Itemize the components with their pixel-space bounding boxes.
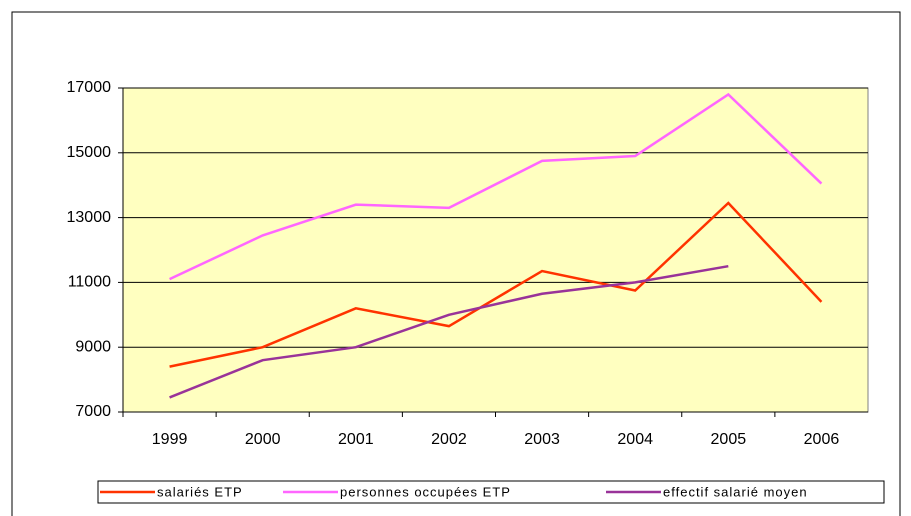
x-tick-label: 2005	[711, 431, 747, 448]
x-tick-label: 2006	[804, 431, 840, 448]
y-tick-label: 13000	[67, 209, 112, 226]
series-line	[169, 264, 729, 399]
x-tick-label: 1999	[152, 431, 188, 448]
y-tick-label: 11000	[68, 274, 111, 291]
x-tick-label: 2003	[524, 431, 560, 448]
legend-label: personnes occupées ETP	[340, 484, 511, 499]
x-tick-label: 2000	[245, 431, 281, 448]
x-tick-label: 2001	[338, 431, 374, 448]
series-line	[169, 201, 823, 368]
series-line	[169, 92, 823, 281]
legend-box	[97, 480, 885, 504]
y-tick-label: 9000	[75, 338, 111, 355]
legend-label: effectif salarié moyen	[663, 484, 808, 499]
x-tick-label: 2002	[431, 431, 467, 448]
y-tick-label: 17000	[67, 79, 112, 96]
x-tick-label: 2004	[617, 431, 653, 448]
y-tick-label: 7000	[75, 403, 111, 420]
legend-label: salariés ETP	[157, 484, 243, 499]
plot-area	[122, 87, 869, 413]
y-tick-label: 15000	[67, 144, 112, 161]
